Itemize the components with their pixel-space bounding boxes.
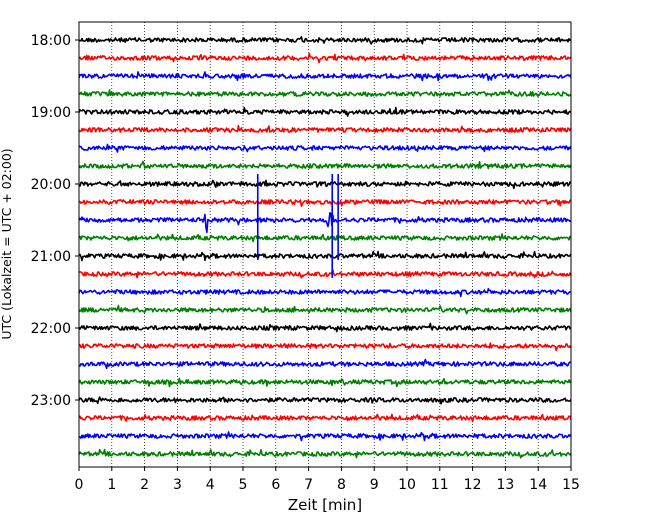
x-tick-label: 11 <box>431 477 449 493</box>
seismic-trace <box>79 269 572 279</box>
seismic-trace <box>78 377 572 388</box>
x-axis-label: Zeit [min] <box>288 496 362 514</box>
x-tick-label: 2 <box>140 477 149 493</box>
x-tick-label: 7 <box>304 477 313 493</box>
seismic-trace <box>78 212 572 234</box>
plot-frame <box>78 21 572 468</box>
seismic-trace <box>78 160 572 170</box>
y-axis-ticks: 18:00 19:00 20:00 21:00 22:00 23:00 <box>31 33 79 409</box>
seismic-trace <box>78 250 572 262</box>
seismic-trace <box>78 413 572 423</box>
x-tick-label: 0 <box>75 477 84 493</box>
x-tick-label: 9 <box>370 477 379 493</box>
x-tick-label: 6 <box>271 477 280 493</box>
seismic-trace <box>78 448 572 459</box>
x-tick-label: 1 <box>107 477 116 493</box>
x-axis-ticks: 0 1 2 3 4 5 6 7 8 9 10 11 12 13 14 15 <box>75 467 580 493</box>
x-tick-label: 5 <box>239 477 248 493</box>
seismic-trace <box>78 342 572 352</box>
y-tick-label: 22:00 <box>31 321 71 337</box>
y-tick-label: 20:00 <box>31 177 71 193</box>
seismic-trace <box>78 124 572 133</box>
seismic-trace <box>79 358 572 370</box>
gridlines <box>111 22 539 467</box>
seismic-trace <box>78 52 572 64</box>
x-tick-label: 13 <box>496 477 514 493</box>
spikes <box>256 174 339 278</box>
x-tick-label: 4 <box>206 477 215 493</box>
y-tick-label: 18:00 <box>31 33 71 49</box>
seismic-trace <box>79 431 572 442</box>
x-tick-label: 3 <box>173 477 182 493</box>
seismic-trace <box>78 71 572 82</box>
seismic-trace <box>78 89 572 97</box>
seismic-trace <box>78 288 572 298</box>
seismic-trace <box>78 304 572 315</box>
seismic-trace <box>78 106 572 117</box>
seismic-trace <box>78 143 572 153</box>
seismic-trace <box>78 322 572 333</box>
x-tick-label: 10 <box>398 477 416 493</box>
y-axis-label: UTC (Lokalzeit = UTC + 02:00) <box>0 148 14 339</box>
traces <box>78 36 572 459</box>
x-tick-label: 8 <box>337 477 346 493</box>
x-tick-label: 14 <box>529 477 547 493</box>
seismic-trace <box>78 396 572 405</box>
y-tick-label: 21:00 <box>31 249 71 265</box>
y-tick-label: 19:00 <box>31 105 71 121</box>
y-tick-label: 23:00 <box>31 393 71 409</box>
seismic-trace <box>78 233 572 243</box>
seismic-trace <box>78 179 572 190</box>
x-tick-label: 15 <box>562 477 580 493</box>
x-tick-label: 12 <box>464 477 482 493</box>
seismic-trace <box>78 199 572 207</box>
seismic-trace <box>78 36 572 45</box>
